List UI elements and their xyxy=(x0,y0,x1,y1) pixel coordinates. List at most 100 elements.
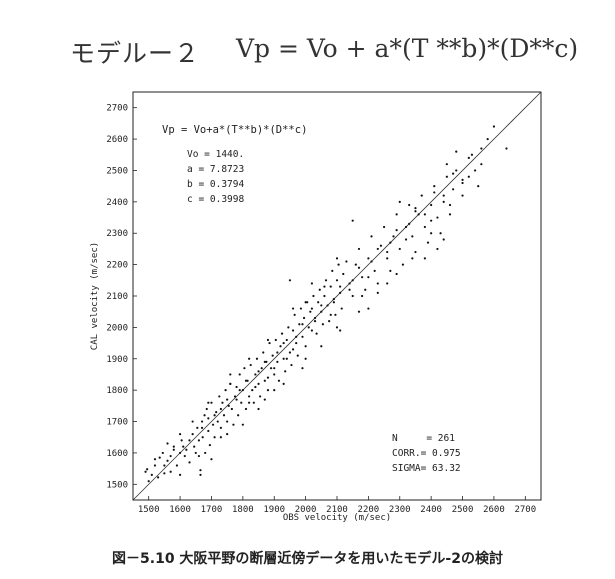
data-point xyxy=(348,288,351,291)
y-tick-label: 2300 xyxy=(106,229,128,239)
data-point xyxy=(218,395,221,398)
data-point xyxy=(411,257,414,260)
data-point xyxy=(357,310,361,313)
data-point xyxy=(224,389,227,392)
x-tick-label: 1900 xyxy=(263,505,285,515)
data-point xyxy=(175,464,179,467)
data-point xyxy=(208,443,211,447)
data-point xyxy=(351,279,354,282)
data-point xyxy=(207,417,210,420)
data-point xyxy=(207,401,210,404)
data-point xyxy=(310,329,313,332)
data-point xyxy=(326,304,329,307)
data-point xyxy=(158,456,161,459)
data-point xyxy=(414,250,417,254)
param-a: a = 7.8723 xyxy=(187,164,244,175)
data-point xyxy=(229,373,232,376)
data-point xyxy=(445,163,448,166)
data-point xyxy=(257,370,260,373)
data-point xyxy=(233,395,237,398)
data-point xyxy=(166,459,169,462)
data-point xyxy=(221,401,224,404)
data-point xyxy=(370,260,373,263)
data-point xyxy=(439,232,442,235)
data-point xyxy=(266,389,270,392)
data-point xyxy=(420,194,423,197)
param-vo: Vo = 1440. xyxy=(187,149,244,160)
data-point xyxy=(452,188,455,191)
y-tick-label: 2100 xyxy=(106,292,128,302)
x-tick-label: 2500 xyxy=(452,505,474,515)
data-point xyxy=(361,294,364,298)
y-tick-label: 1600 xyxy=(106,449,128,459)
data-point xyxy=(169,454,172,458)
data-point xyxy=(313,316,317,320)
y-tick-label: 2200 xyxy=(106,261,128,271)
data-point xyxy=(315,332,318,335)
data-point xyxy=(246,379,249,382)
data-point xyxy=(276,360,279,364)
data-point xyxy=(345,260,348,263)
data-point xyxy=(328,320,331,323)
data-point xyxy=(252,401,255,404)
data-point xyxy=(219,426,222,429)
data-point xyxy=(205,407,208,411)
data-point xyxy=(248,357,251,360)
x-axis: 1500 1600 1700 1800 1900 2000 2100 2200 2300 2400… xyxy=(138,496,536,515)
data-point xyxy=(197,439,201,442)
data-point xyxy=(461,194,464,197)
data-point xyxy=(183,454,186,458)
data-point xyxy=(332,298,335,301)
data-point xyxy=(404,225,408,229)
data-point xyxy=(263,360,266,364)
data-point xyxy=(268,341,271,345)
data-point xyxy=(188,461,191,464)
data-point xyxy=(235,398,238,401)
stat-corr: CORR.= 0.975 xyxy=(392,448,461,459)
data-point xyxy=(244,379,248,382)
x-tick-label: 1600 xyxy=(169,505,191,515)
data-point xyxy=(169,470,172,473)
data-point xyxy=(277,379,281,382)
page-heading: モデルー２ Vp = Vo + a*(T **b)*(D**c) xyxy=(0,34,615,74)
data-point xyxy=(376,247,379,251)
data-point xyxy=(335,279,339,282)
data-point xyxy=(423,257,426,260)
x-tick-label: 2400 xyxy=(420,505,442,515)
data-point xyxy=(348,282,351,285)
data-point xyxy=(226,420,229,423)
data-point xyxy=(433,185,436,188)
data-point xyxy=(260,367,263,370)
data-point xyxy=(301,323,304,326)
data-point xyxy=(408,203,411,207)
data-point xyxy=(417,213,420,216)
data-point xyxy=(161,451,164,455)
stat-sigma: SIGMA= 63.32 xyxy=(392,463,461,474)
data-point xyxy=(288,351,292,354)
data-point xyxy=(222,414,226,417)
data-point xyxy=(197,454,201,458)
data-point xyxy=(477,185,480,188)
data-point xyxy=(324,279,328,282)
data-point xyxy=(455,150,458,153)
data-point xyxy=(238,373,241,376)
data-point xyxy=(351,294,354,298)
data-point xyxy=(243,367,246,370)
data-point xyxy=(201,436,204,439)
data-point xyxy=(329,285,332,288)
data-point xyxy=(323,285,326,288)
data-point xyxy=(178,432,182,436)
data-point xyxy=(480,147,483,150)
data-point xyxy=(273,389,276,392)
data-point xyxy=(213,436,216,439)
data-point xyxy=(306,301,309,304)
data-point xyxy=(282,357,285,360)
data-point xyxy=(219,436,222,439)
x-tick-label: 2000 xyxy=(295,505,317,515)
data-point xyxy=(244,407,248,411)
data-point xyxy=(448,203,452,207)
data-point xyxy=(436,247,439,251)
data-point xyxy=(433,191,436,194)
data-point xyxy=(351,219,354,222)
data-point xyxy=(299,307,303,310)
